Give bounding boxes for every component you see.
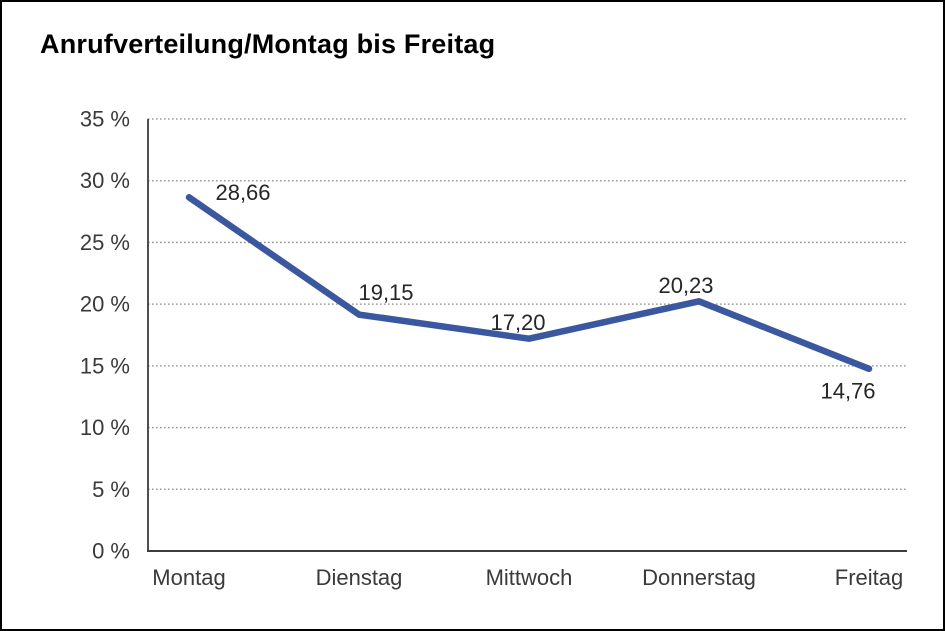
y-tick-label: 20 % (80, 292, 130, 317)
data-point-label: 28,66 (215, 180, 270, 205)
x-category-label: Freitag (835, 565, 903, 590)
series-line (185, 194, 873, 373)
data-point-label: 19,15 (358, 280, 413, 305)
data-point-label: 14,76 (820, 378, 875, 403)
y-tick-label: 5 % (92, 477, 130, 502)
y-tick-label: 0 % (92, 539, 130, 564)
x-category-label: Montag (152, 565, 225, 590)
chart-title: Anrufverteilung/Montag bis Freitag (40, 29, 496, 59)
y-tick-label: 35 % (80, 107, 130, 132)
y-tick-label: 25 % (80, 230, 130, 255)
data-point-label: 20,23 (658, 273, 713, 298)
x-category-label: Mittwoch (486, 565, 573, 590)
data-point-label: 17,20 (490, 310, 545, 335)
x-category-label: Donnerstag (642, 565, 756, 590)
y-tick-label: 10 % (80, 415, 130, 440)
y-tick-label: 15 % (80, 353, 130, 378)
x-category-label: Dienstag (316, 565, 403, 590)
y-tick-label: 30 % (80, 168, 130, 193)
